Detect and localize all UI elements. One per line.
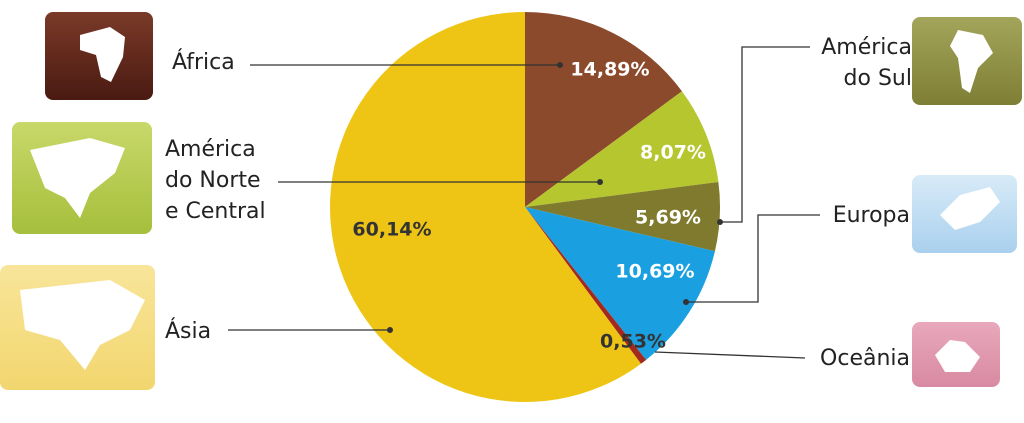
south-america-map xyxy=(950,30,993,93)
pie-slice xyxy=(330,12,641,402)
category-label: Ásia xyxy=(165,319,212,344)
leader-line xyxy=(720,46,810,223)
europe-map xyxy=(940,187,1000,230)
leader-dot xyxy=(597,179,603,185)
icons xyxy=(0,12,1022,390)
value-label: 60,14% xyxy=(352,219,431,241)
pie-slice xyxy=(525,207,647,364)
value-label: 14,89% xyxy=(570,59,649,81)
value-label: 0,53% xyxy=(600,331,666,353)
leader-dot xyxy=(387,327,393,333)
category-label: Europa xyxy=(832,203,910,228)
pie xyxy=(330,12,720,402)
value-label: 5,69% xyxy=(635,207,701,229)
leader-dot xyxy=(557,62,563,68)
category-label: América do Sul xyxy=(821,35,912,91)
pie-slice xyxy=(525,182,720,252)
north-america-map xyxy=(30,138,125,218)
pie-slice xyxy=(525,91,719,207)
pie-slice xyxy=(525,207,715,360)
oceania-map xyxy=(935,340,980,372)
category-label: América do Norte e Central xyxy=(165,137,266,224)
value-label: 10,69% xyxy=(615,261,694,283)
value-labels: 14,89% 8,07% 5,69% 10,69% 0,53% 60,14% xyxy=(352,59,706,353)
leader-lines xyxy=(228,46,820,359)
africa-map xyxy=(80,27,125,82)
category-label: África xyxy=(172,50,235,75)
category-label: Oceânia xyxy=(820,346,910,371)
leader-dot xyxy=(683,299,689,305)
asia-map xyxy=(20,280,145,370)
value-label: 8,07% xyxy=(640,142,706,164)
pie-slice xyxy=(525,12,682,207)
leader-line xyxy=(654,351,806,359)
leader-dot xyxy=(717,219,723,225)
leader-line xyxy=(686,214,820,303)
